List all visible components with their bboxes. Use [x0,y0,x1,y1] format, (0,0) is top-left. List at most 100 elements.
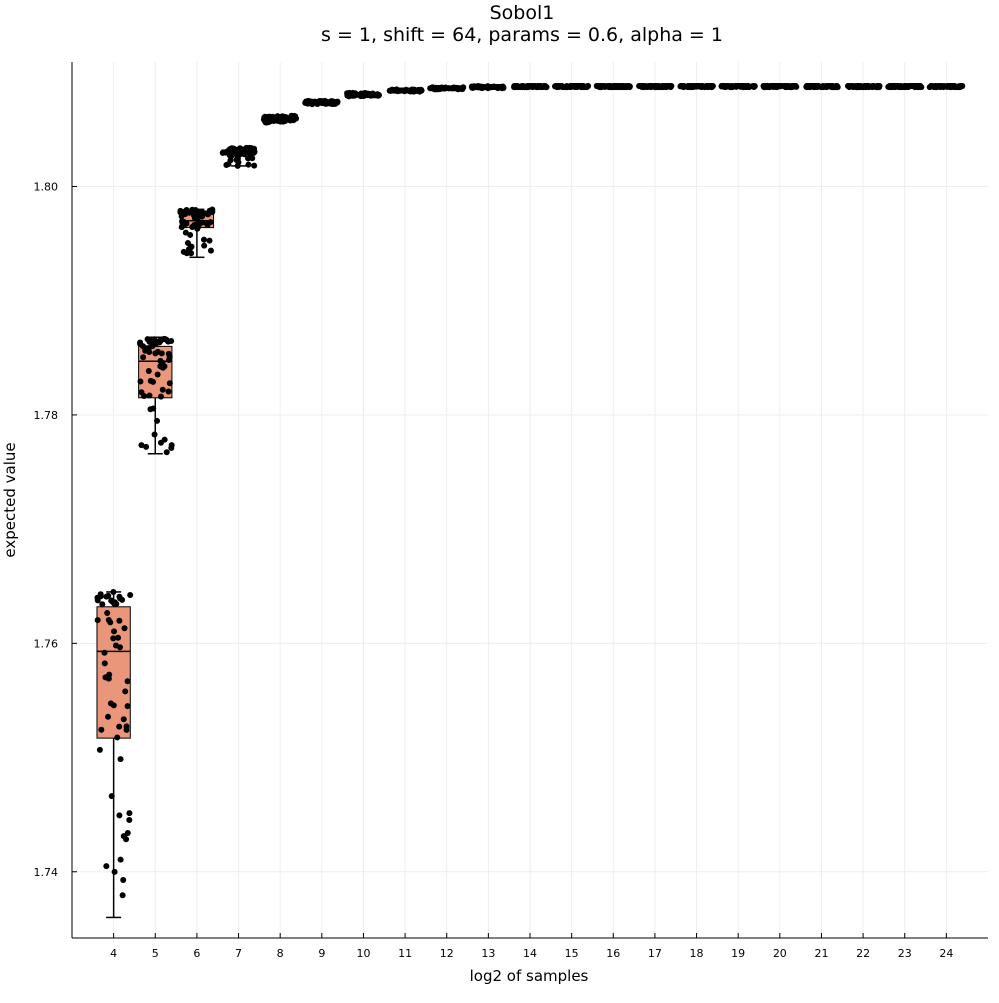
data-point [143,443,150,450]
x-tick-label: 6 [193,947,200,960]
data-point [389,86,396,93]
data-point [735,82,742,89]
data-point [111,868,118,875]
tick-labels: 4 5 6 7 8 9 10 11 12 13 14 15 16 17 18 19 20 21 22 23 24 1.74… [34,180,954,960]
x-tick-label: 20 [773,947,787,960]
data-point [364,92,371,99]
data-point [98,726,105,733]
data-point [936,82,943,89]
data-point [454,85,461,92]
data-point [891,82,898,89]
data-point [159,386,166,393]
data-point [469,84,476,91]
data-point [286,114,293,121]
data-point [137,378,144,385]
data-point [707,84,714,91]
data-point [322,100,329,107]
data-point [187,231,194,238]
data-point [743,84,750,91]
x-tick-label: 9 [318,947,325,960]
data-point [805,82,812,89]
data-point [718,83,725,90]
x-tick-label: 11 [398,947,412,960]
data-point [147,406,154,413]
data-point [223,162,230,169]
data-point [165,388,172,395]
data-point [163,449,170,456]
data-point [187,244,194,251]
data-point [686,82,693,89]
data-point [157,393,164,400]
data-point [117,595,124,602]
data-point [274,113,281,120]
data-point [161,336,168,343]
data-point [200,236,207,243]
data-point [812,84,819,91]
x-tick-label: 5 [152,947,159,960]
x-tick-label: 8 [277,947,284,960]
data-point [401,87,408,94]
data-point [127,591,134,598]
x-tick-label: 13 [481,947,495,960]
data-point [99,601,106,608]
data-point [850,84,857,91]
data-point [554,82,561,89]
data-point [665,82,672,89]
data-point [459,85,466,92]
data-point [96,746,103,753]
data-point [249,155,256,162]
data-point [101,660,108,667]
data-point [237,151,244,158]
data-point [137,339,144,346]
data-point [534,82,541,89]
data-point [110,628,117,635]
data-point [845,82,852,89]
data-point [116,723,123,730]
data-point [114,734,121,741]
data-point [931,83,938,90]
data-point [150,378,157,385]
data-point [126,810,133,817]
data-point [248,147,255,154]
data-point [183,220,190,227]
data-point [110,589,117,596]
data-point [790,83,797,90]
data-point [205,211,212,218]
data-point [116,617,123,624]
data-point [119,892,126,899]
data-point [427,85,434,92]
x-tick-label: 12 [440,947,454,960]
data-point [117,856,124,863]
data-point [494,84,501,91]
data-point [579,82,586,89]
data-point [121,625,128,632]
data-point [475,84,482,91]
data-point [694,83,701,90]
data-point [567,83,574,90]
data-point [438,85,445,92]
data-point [157,439,164,446]
data-point [120,716,127,723]
data-point [138,389,145,396]
data-point [369,92,376,99]
data-point [207,219,214,226]
x-tick-label: 21 [814,947,828,960]
data-point [334,98,341,105]
data-point [232,147,239,154]
data-point [105,617,112,624]
data-point [201,242,208,249]
data-point [94,617,101,624]
data-point [640,82,647,89]
data-point [605,82,612,89]
data-point [146,338,153,345]
data-point [94,594,101,601]
data-point [110,635,117,642]
x-tick-label: 23 [898,947,912,960]
data-point [900,84,907,91]
x-tick-label: 24 [939,947,953,960]
data-point [166,380,173,387]
data-point [766,84,773,91]
data-point [104,610,111,617]
